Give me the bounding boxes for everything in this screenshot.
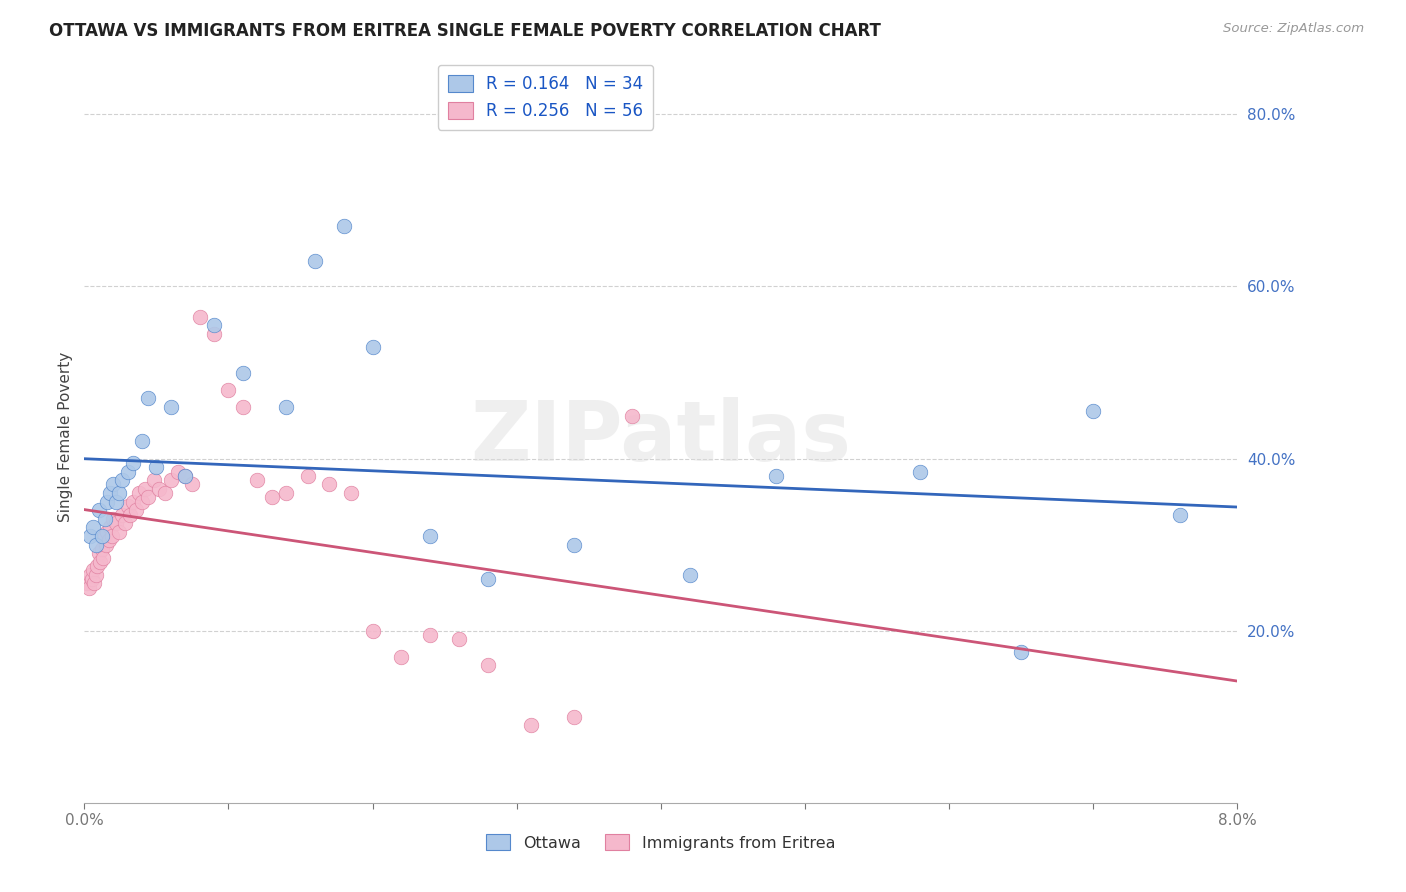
Y-axis label: Single Female Poverty: Single Female Poverty (58, 352, 73, 522)
Point (82, 564, 104, 578)
Point (117, 465, 139, 479)
Text: OTTAWA VS IMMIGRANTS FROM ERITREA SINGLE FEMALE POVERTY CORRELATION CHART: OTTAWA VS IMMIGRANTS FROM ERITREA SINGLE… (49, 22, 882, 40)
Point (111, 508, 134, 522)
Point (160, 473, 183, 487)
Point (1168, 508, 1191, 522)
Point (333, 219, 356, 234)
Point (79, 529, 101, 543)
Point (87, 546, 110, 560)
Point (276, 400, 298, 414)
Point (80, 572, 103, 586)
Point (564, 710, 586, 724)
Point (419, 529, 441, 543)
Point (120, 508, 142, 522)
Point (232, 366, 254, 380)
Point (122, 456, 145, 470)
Point (477, 572, 499, 586)
Point (100, 529, 122, 543)
Point (93, 529, 115, 543)
Point (174, 468, 197, 483)
Text: Source: ZipAtlas.com: Source: ZipAtlas.com (1223, 22, 1364, 36)
Point (276, 486, 298, 500)
Point (621, 409, 644, 423)
Point (136, 491, 159, 505)
Point (94, 538, 117, 552)
Point (77, 581, 100, 595)
Point (153, 486, 176, 500)
Point (148, 482, 170, 496)
Point (181, 477, 204, 491)
Point (297, 468, 319, 483)
Point (103, 477, 124, 491)
Point (108, 486, 131, 500)
Point (93, 512, 115, 526)
Point (128, 486, 150, 500)
Point (114, 516, 136, 530)
Point (160, 400, 183, 414)
Legend: Ottawa, Immigrants from Eritrea: Ottawa, Immigrants from Eritrea (479, 828, 842, 857)
Point (765, 468, 787, 483)
Point (419, 628, 441, 642)
Point (76, 576, 98, 591)
Point (136, 392, 159, 406)
Point (145, 460, 167, 475)
Point (89, 555, 111, 569)
Point (91, 550, 114, 565)
Point (103, 512, 124, 526)
Point (910, 465, 932, 479)
Point (202, 318, 225, 333)
Point (84, 538, 107, 552)
Point (82, 520, 104, 534)
Point (391, 649, 413, 664)
Point (98, 520, 121, 534)
Point (202, 326, 225, 341)
Point (318, 477, 340, 491)
Point (96, 524, 118, 539)
Point (131, 434, 153, 449)
Point (246, 473, 269, 487)
Point (167, 465, 190, 479)
Text: ZIPatlas: ZIPatlas (471, 397, 851, 477)
Point (108, 524, 131, 539)
Point (90, 541, 112, 556)
Point (87, 503, 110, 517)
Point (1010, 645, 1032, 659)
Point (260, 491, 283, 505)
Point (188, 310, 211, 324)
Point (79, 567, 101, 582)
Point (232, 400, 254, 414)
Point (131, 494, 153, 508)
Point (111, 473, 134, 487)
Point (142, 473, 165, 487)
Point (122, 494, 145, 508)
Point (83, 576, 105, 591)
Point (84, 567, 107, 582)
Point (134, 482, 156, 496)
Point (361, 340, 384, 354)
Point (117, 499, 139, 513)
Point (98, 486, 121, 500)
Point (564, 538, 586, 552)
Point (361, 624, 384, 638)
Point (218, 383, 240, 397)
Point (340, 486, 363, 500)
Point (90, 529, 112, 543)
Point (125, 503, 148, 517)
Point (477, 658, 499, 673)
Point (105, 494, 128, 508)
Point (520, 718, 543, 732)
Point (1083, 404, 1105, 418)
Point (86, 559, 108, 574)
Point (105, 516, 128, 530)
Point (679, 567, 702, 582)
Point (304, 253, 326, 268)
Point (449, 632, 471, 647)
Point (96, 494, 118, 508)
Point (174, 468, 197, 483)
Point (97, 533, 120, 548)
